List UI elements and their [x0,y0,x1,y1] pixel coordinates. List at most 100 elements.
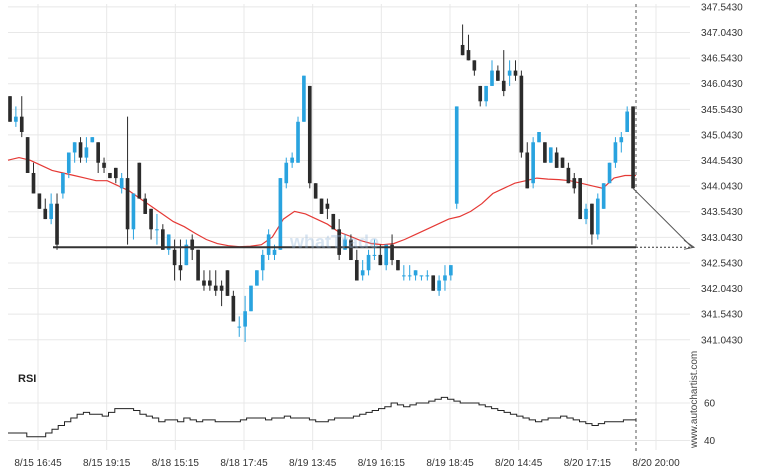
price-tick-label: 344.5430 [701,156,743,167]
price-tick-label: 345.0430 [701,130,743,141]
candle-body [354,260,359,281]
candle-body [66,152,71,173]
price-tick-label: 342.5430 [701,258,743,269]
candlestick-series [8,24,635,342]
candle-body [231,295,236,322]
time-tick-label: 8/19 13:45 [289,458,337,469]
time-tick-label: 8/15 16:45 [14,458,62,469]
candle-body [525,152,530,189]
candle-body [43,208,48,220]
candle-body [607,162,612,184]
candle-body [343,239,347,250]
time-tick-label: 8/15 19:15 [83,458,131,469]
price-tick-label: 347.0430 [701,28,743,39]
candle-body [601,183,606,209]
price-tick-label: 345.5430 [701,105,743,116]
candle-body [548,147,553,163]
candle-body [390,244,394,261]
candle-body [143,198,148,214]
price-tick-label: 346.5430 [701,54,743,65]
candle-body [472,60,477,71]
moving-average [7,156,636,248]
candle-body [155,229,159,231]
candle-body [401,275,406,277]
price-tick-label: 342.0430 [701,284,743,295]
candle-body [72,142,77,153]
brand-text: www.autochartist.com [689,351,700,449]
candle-body [213,285,218,291]
time-tick-label: 8/19 16:15 [358,458,406,469]
candle-body [478,85,483,102]
candle-body [501,80,506,92]
price-tick-label: 344.0430 [701,182,743,193]
candle-body [437,280,441,291]
candle-body [543,142,547,163]
candle-body [460,44,465,56]
candle-body [537,132,541,143]
candle-body [590,203,594,235]
candle-body [184,244,189,266]
rsi-tick-label: 60 [704,399,716,410]
candle-body [454,106,459,204]
candle-body [307,85,312,184]
time-tick-label: 8/20 20:00 [632,458,680,469]
projection-line [632,187,693,248]
rsi-line [8,396,637,438]
candle-body [625,111,630,133]
candle-body [513,70,518,76]
candle-body [108,172,112,179]
rsi-panel: 60 40 [8,396,716,447]
candle-body [131,193,136,230]
candle-body [519,75,524,153]
candle-body [496,70,500,81]
price-tick-label: 347.5430 [701,2,743,13]
candle-body [296,121,300,163]
time-tick-label: 8/20 14:45 [495,458,543,469]
candle-body [49,203,53,220]
candle-body [78,142,83,158]
candle-body [302,75,306,122]
time-tick-label: 8/18 15:15 [152,458,200,469]
candle-body [102,162,106,168]
candle-body [425,275,430,277]
candle-body [125,178,130,230]
candle-body [384,244,389,266]
projection-arrow [632,187,696,250]
candle-body [560,157,565,168]
time-tick-label: 8/19 18:45 [426,458,474,469]
candle-body [208,280,212,286]
candle-body [484,85,488,102]
candle-body [331,213,336,230]
candle-body [14,116,18,122]
candle-body [61,172,65,194]
candle-body [237,326,242,328]
candle-body [449,265,453,276]
candle-body [272,249,277,255]
grid-lines [8,4,690,450]
candle-body [554,152,559,168]
candle-body [507,70,512,76]
candle-body [290,157,294,163]
projection-arrowhead [683,239,696,250]
price-tick-label: 341.0430 [701,335,743,346]
candle-body [137,162,142,199]
candle-body [260,254,265,271]
time-tick-label: 8/20 17:15 [564,458,612,469]
candle-body [84,147,89,158]
candle-body [284,162,289,184]
price-tick-label: 346.0430 [701,79,743,90]
rsi-title: RSI [18,373,36,385]
candle-body [178,265,183,271]
candle-body [431,275,436,291]
candle-body [37,193,42,209]
candle-body [325,203,330,209]
candle-body [161,229,165,250]
candle-body [366,254,371,271]
candle-body [96,142,100,163]
watermark-text: whatTrade [289,232,379,252]
price-axis: 347.5430 347.0430 346.5430 346.0430 345.5430… [701,2,743,346]
candle-body [31,172,36,194]
candle-body [90,137,95,143]
candle-body [8,96,12,122]
